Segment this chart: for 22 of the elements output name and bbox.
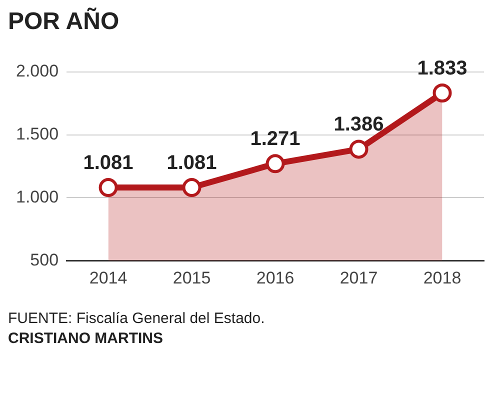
point <box>98 178 118 198</box>
x-tick-label: 2016 <box>256 268 294 288</box>
x-tick-label: 2018 <box>423 268 462 288</box>
y-tick-label: 500 <box>30 250 59 270</box>
point <box>432 84 452 102</box>
y-tick-label: 1.000 <box>16 187 59 206</box>
data-label: 1.081 <box>166 152 217 174</box>
y-tick-label: 1.500 <box>16 124 59 144</box>
chart-title: POR AÑO <box>8 8 120 36</box>
x-tick-label: 2014 <box>89 268 128 288</box>
data-label: 1.081 <box>83 152 134 174</box>
x-tick-label: 2017 <box>340 268 378 288</box>
point <box>182 178 202 198</box>
data-label: 1.833 <box>417 58 468 80</box>
source-note: FUENTE: Fiscalía General del Estado. <box>8 309 266 329</box>
x-tick-label: 2015 <box>172 268 211 288</box>
data-label: 1.271 <box>250 128 300 150</box>
text: CRISTIANO MARTINS <box>8 329 164 349</box>
y-tick-label: 2.000 <box>16 62 59 81</box>
data-label: 1.386 <box>334 114 384 136</box>
point <box>349 140 368 159</box>
point <box>266 154 285 174</box>
